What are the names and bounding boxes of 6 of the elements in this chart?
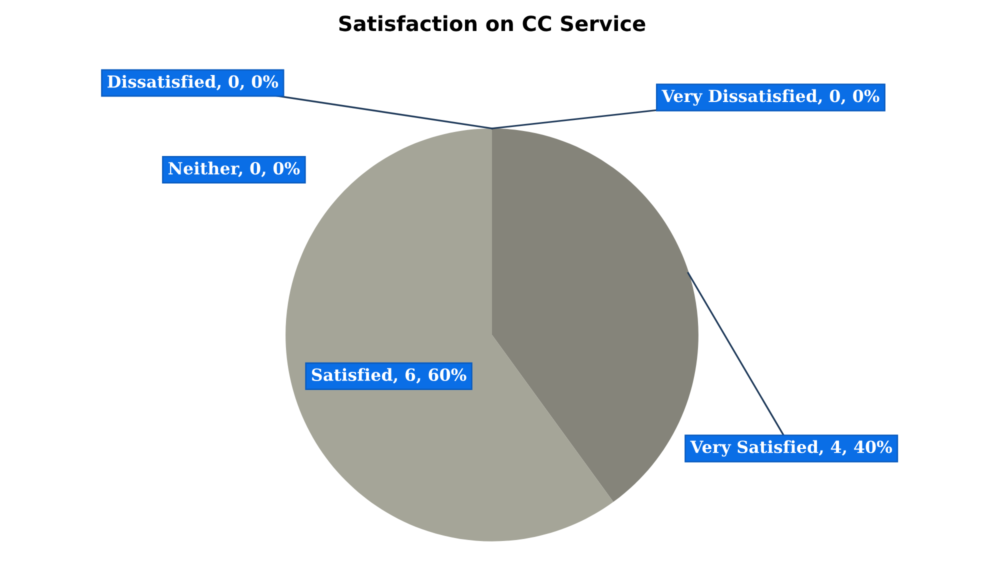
slice-label: Satisfied, 6, 60% (312, 368, 466, 384)
category-label: Neither, 0, 0% (168, 162, 300, 178)
slice-label: Very Satisfied, 4, 40% (690, 440, 892, 457)
category-label: Very Dissatisfied, 0, 0% (662, 89, 880, 106)
category-label: Dissatisfied, 0, 0% (108, 74, 278, 90)
chart-title: Satisfaction on CC Service (339, 15, 646, 32)
